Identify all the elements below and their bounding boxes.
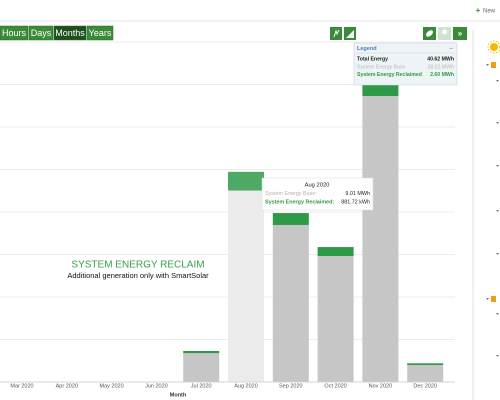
icon: » [458,29,463,38]
range-button[interactable]: Hours [0,25,29,41]
legend-entry[interactable]: System Energy Reclaimed [357,72,422,78]
x-tick-label: Jun 2020 [145,383,168,389]
button-label: Hours [2,28,27,38]
x-tick-label: Apr 2020 [56,383,78,389]
button-label: Months [55,28,85,38]
icon [346,30,354,38]
bar-segment[interactable] [228,190,264,382]
range-button[interactable]: Years [86,25,114,41]
x-tick-label: May 2020 [100,383,124,389]
new-button[interactable]: + New [476,6,496,15]
button-label: Years [89,28,112,38]
tooltip: Aug 2020 System Energy Base: 9.01 MWh Syste… [261,177,374,211]
icon [442,29,447,35]
x-tick-label: Sep 2020 [279,383,303,389]
icon [333,29,340,38]
x-tick-label: Aug 2020 [234,383,258,389]
legend: Legend – Total Energy 40.62 MWh System Energ… [353,42,458,86]
x-tick-label: Jul 2020 [191,383,212,389]
tooltip-title: Aug 2020 [305,183,330,189]
bar-segment[interactable] [228,171,264,191]
panel-icon [491,296,496,302]
range-button[interactable]: Days [28,25,54,41]
annotation-title: SYSTEM ENERGY RECLAIM [71,260,204,271]
tooltip-value: 9.01 MWh [345,191,370,197]
legend-value: 38.02 MWh [427,64,454,70]
bar-segment[interactable] [183,350,220,354]
legend-total-label: Total Energy [357,56,388,62]
button-bg [53,25,87,41]
legend-title: Legend [357,46,377,52]
tooltip-value: 881.72 kWh [341,199,370,205]
legend-collapse: – [449,46,453,52]
button-bg [0,25,29,41]
x-tick-label: Mar 2020 [10,383,33,389]
legend-entry[interactable]: System Energy Base [357,64,406,70]
panel-arrows [486,64,499,357]
sun-icon [490,43,498,51]
tooltip-label: System Energy Reclaimed: [265,199,334,205]
new-label: New [483,9,496,15]
bar-segment[interactable] [362,84,399,96]
bar-segment[interactable] [272,213,309,225]
annotation-subtitle: Additional generation only with SmartSol… [67,271,209,280]
leaf-icon [426,30,433,37]
tooltip-box [261,177,374,211]
panel-icon [491,62,496,68]
bar-segment[interactable] [407,363,444,365]
bar-segment[interactable] [317,255,354,382]
bar-segment[interactable] [272,224,309,382]
tooltip-label: System Energy Base: [265,191,317,197]
button-label: Days [31,28,52,38]
button-bg [28,25,54,41]
x-tick-label: Dec 2020 [413,383,437,389]
x-tick-label: Nov 2020 [369,383,393,389]
range-button[interactable]: Months [53,25,87,41]
x-axis-title: Month [170,392,187,398]
legend-value: 2.60 MWh [430,72,454,78]
icon-button[interactable] [330,27,342,40]
bar-segment[interactable] [407,365,444,382]
icon-button[interactable] [344,27,356,40]
plus-icon: + [476,6,481,15]
bar-segment[interactable] [362,95,399,382]
sun-rays [487,40,500,54]
bar-segment[interactable] [317,247,354,256]
bar-segment[interactable] [183,353,220,382]
legend-box [353,42,458,86]
chart: Hours Days Months Years Mar 2020 Apr 2020 May … [0,25,458,398]
legend-total-value: 40.62 MWh [427,56,454,62]
button-bg [86,25,114,41]
icon-button[interactable] [453,27,467,40]
x-tick-label: Oct 2020 [324,383,346,389]
